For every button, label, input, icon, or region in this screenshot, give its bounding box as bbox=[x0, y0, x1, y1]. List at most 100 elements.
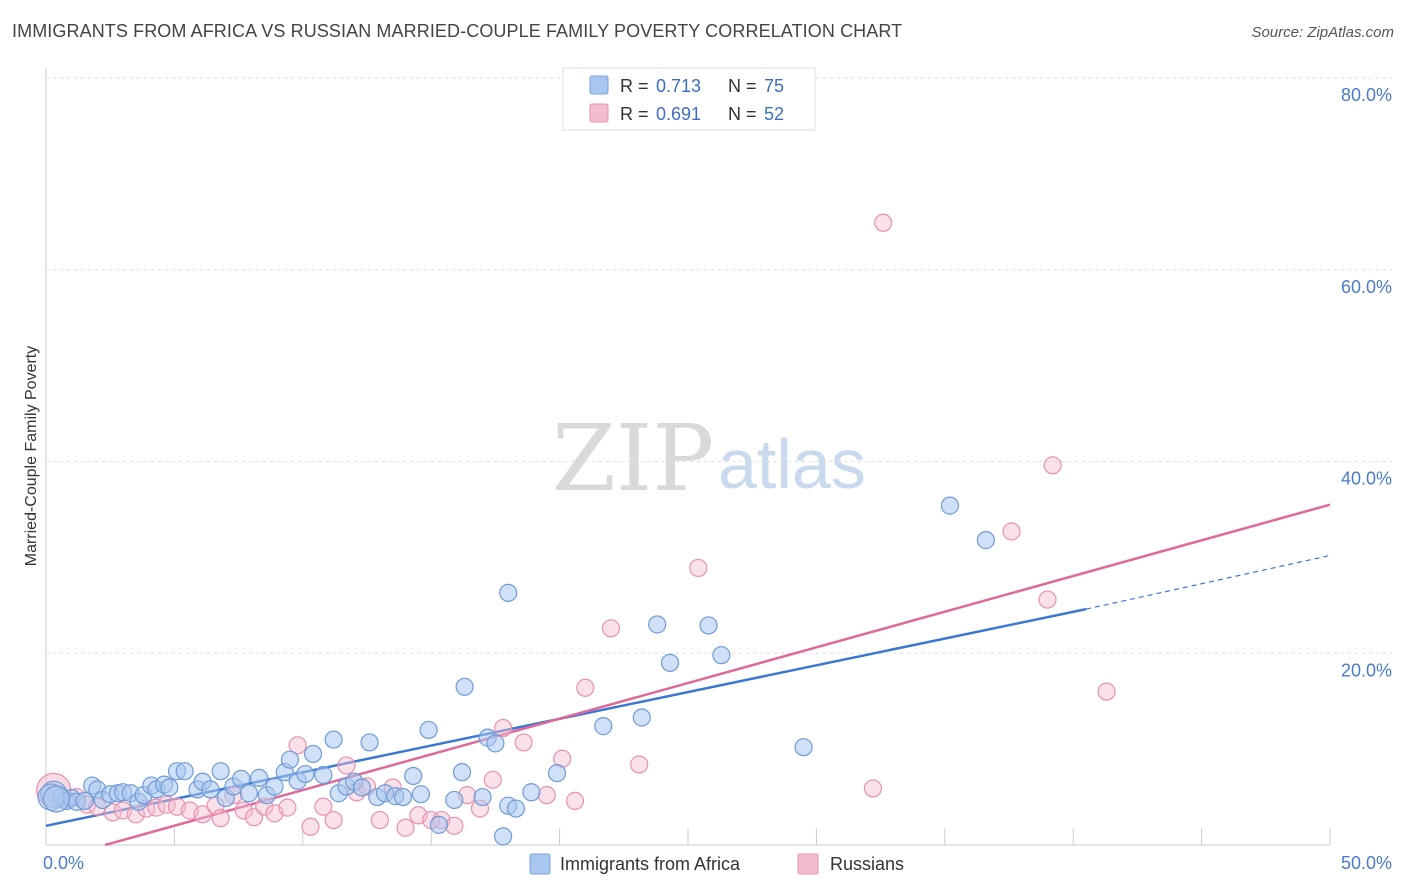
data-point-russians bbox=[314, 797, 333, 816]
data-point-russians bbox=[1097, 682, 1116, 701]
data-point-africa bbox=[280, 750, 300, 769]
legend-r-value-blue: 0.713 bbox=[656, 76, 701, 96]
data-point-africa bbox=[648, 615, 667, 634]
legend-r-value-pink: 0.691 bbox=[656, 104, 701, 124]
y-tick-label: 40.0% bbox=[1341, 469, 1392, 489]
data-point-russians bbox=[337, 756, 356, 775]
data-point-russians bbox=[601, 619, 621, 638]
legend-swatch-blue bbox=[589, 75, 609, 95]
data-point-russians bbox=[278, 798, 297, 817]
data-point-africa bbox=[303, 744, 323, 764]
chart-title: IMMIGRANTS FROM AFRICA VS RUSSIAN MARRIE… bbox=[12, 21, 903, 41]
axes bbox=[45, 68, 1331, 846]
data-point-africa bbox=[75, 791, 94, 810]
data-point-africa bbox=[250, 768, 269, 787]
y-tick-label: 20.0% bbox=[1341, 660, 1392, 680]
trend-line-russians bbox=[104, 503, 1331, 847]
data-point-africa bbox=[419, 720, 438, 740]
data-point-africa bbox=[232, 769, 251, 788]
legend-swatch-pink bbox=[589, 103, 609, 123]
data-point-africa bbox=[42, 785, 70, 813]
bottom-legend: Immigrants from Africa Russians bbox=[529, 853, 904, 875]
data-point-africa bbox=[486, 734, 505, 753]
data-point-russians bbox=[1038, 590, 1057, 609]
data-point-russians bbox=[565, 791, 585, 810]
data-point-russians bbox=[494, 718, 513, 738]
y-tick-label: 80.0% bbox=[1341, 85, 1392, 105]
data-point-russians bbox=[1043, 456, 1062, 475]
data-point-russians bbox=[301, 817, 320, 836]
data-point-africa bbox=[296, 764, 315, 784]
data-point-russians bbox=[576, 678, 595, 697]
data-point-africa bbox=[265, 777, 284, 796]
data-point-africa bbox=[201, 780, 220, 799]
data-point-africa bbox=[547, 763, 567, 783]
data-point-africa bbox=[352, 778, 371, 797]
legend-n-label-pink: N = bbox=[728, 104, 757, 124]
y-axis-label: Married-Couple Family Poverty bbox=[23, 346, 40, 567]
data-point-africa bbox=[429, 815, 449, 834]
legend-r-label-blue: R = bbox=[620, 76, 649, 96]
data-point-russians bbox=[396, 818, 415, 837]
data-point-africa bbox=[794, 738, 813, 757]
data-point-russians bbox=[537, 786, 556, 805]
bottom-legend-swatch-russians bbox=[797, 853, 819, 875]
series-russians-points bbox=[36, 213, 1116, 837]
data-point-africa bbox=[632, 708, 651, 727]
data-point-africa bbox=[699, 616, 718, 635]
data-point-africa bbox=[445, 790, 464, 810]
bottom-legend-label-russians: Russians bbox=[830, 854, 904, 874]
data-point-africa bbox=[411, 785, 431, 804]
data-point-africa bbox=[976, 531, 995, 550]
x-tick-label: 50.0% bbox=[1341, 853, 1392, 873]
x-tick-label: 0.0% bbox=[43, 853, 84, 873]
data-point-africa bbox=[393, 787, 413, 807]
y-tick-label: 60.0% bbox=[1341, 277, 1392, 297]
data-point-africa bbox=[499, 583, 518, 602]
watermark-zip: ZIP bbox=[552, 405, 714, 512]
data-point-russians bbox=[874, 213, 893, 232]
data-point-russians bbox=[370, 810, 389, 830]
legend-n-value-pink: 52 bbox=[764, 104, 784, 124]
watermark-atlas: atlas bbox=[718, 425, 866, 503]
series-africa-points bbox=[37, 496, 995, 846]
data-point-africa bbox=[473, 787, 492, 807]
data-point-africa bbox=[239, 784, 258, 803]
legend-r-label-pink: R = bbox=[620, 104, 649, 124]
data-point-africa bbox=[940, 496, 960, 515]
data-point-russians bbox=[211, 809, 230, 828]
legend-n-value-blue: 75 bbox=[764, 76, 784, 96]
legend-n-label-blue: N = bbox=[728, 76, 757, 96]
data-point-africa bbox=[211, 762, 230, 781]
data-point-russians bbox=[193, 805, 212, 824]
data-point-africa bbox=[494, 827, 513, 846]
data-point-africa bbox=[660, 653, 680, 672]
data-point-africa bbox=[360, 733, 379, 752]
data-point-russians bbox=[514, 733, 533, 752]
data-point-russians bbox=[324, 810, 343, 830]
data-point-africa bbox=[522, 783, 541, 802]
data-point-russians bbox=[630, 755, 649, 774]
gridlines bbox=[46, 77, 1392, 654]
data-point-africa bbox=[404, 766, 423, 786]
watermark: ZIP atlas bbox=[552, 405, 866, 512]
tick-labels: 20.0% 40.0% 60.0% 80.0% 0.0% 50.0% bbox=[43, 85, 1392, 873]
data-point-africa bbox=[175, 762, 194, 781]
data-point-africa bbox=[160, 778, 179, 797]
data-point-africa bbox=[452, 763, 472, 782]
bottom-legend-label-africa: Immigrants from Africa bbox=[560, 854, 741, 874]
data-point-russians bbox=[689, 558, 708, 578]
data-point-russians bbox=[234, 801, 253, 820]
data-point-russians bbox=[147, 798, 166, 817]
bottom-legend-swatch-africa bbox=[529, 853, 551, 875]
data-point-russians bbox=[445, 816, 464, 835]
data-point-africa bbox=[712, 646, 731, 665]
data-point-russians bbox=[863, 779, 882, 798]
trend-line-africa-extension bbox=[1085, 554, 1331, 610]
data-point-africa bbox=[455, 677, 474, 696]
data-point-africa bbox=[324, 730, 343, 749]
data-point-africa bbox=[506, 799, 526, 818]
data-point-africa bbox=[594, 717, 613, 736]
data-point-russians bbox=[288, 736, 307, 755]
